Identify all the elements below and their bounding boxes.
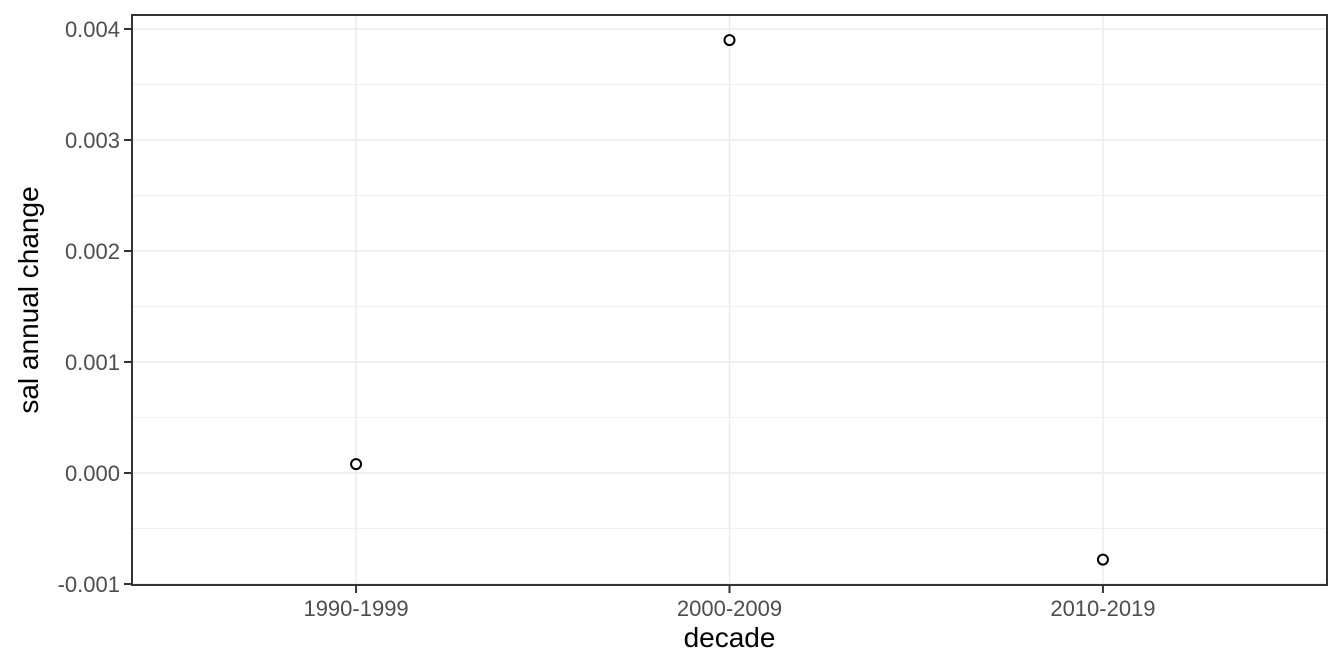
major-gridlines	[132, 15, 1327, 585]
y-tick-label: 0.004	[65, 17, 120, 42]
y-tick-label: -0.001	[58, 572, 120, 597]
data-point	[723, 34, 736, 47]
x-tick-label: 2000-2009	[677, 596, 782, 621]
data-point	[350, 458, 363, 471]
x-axis-title: decade	[683, 622, 776, 653]
y-tick-label: 0.001	[65, 350, 120, 375]
x-tick-label: 1990-1999	[303, 596, 408, 621]
y-axis-title: sal annual change	[13, 186, 44, 414]
data-point	[1096, 553, 1109, 566]
axis-tick-labels: -0.001 0.000 0.001 0.002 0.003 0.004 1990-1999…	[58, 17, 1156, 621]
y-tick-label: 0.000	[65, 461, 120, 486]
x-tick-label: 2010-2019	[1050, 596, 1155, 621]
data-points	[350, 34, 1109, 566]
axis-tick-marks	[124, 28, 1104, 593]
y-tick-label: 0.003	[65, 128, 120, 153]
y-tick-label: 0.002	[65, 239, 120, 264]
